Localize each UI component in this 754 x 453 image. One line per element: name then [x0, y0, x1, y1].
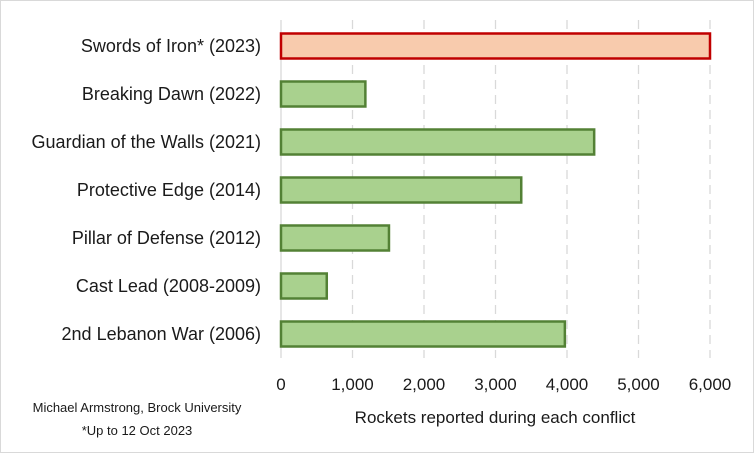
x-axis-title: Rockets reported during each conflict	[355, 408, 636, 427]
bar	[279, 176, 523, 204]
category-label: 2nd Lebanon War (2006)	[62, 324, 261, 344]
x-tick-labels: 0 1,000 2,000 3,000 4,000 5,000 6,000	[276, 375, 731, 394]
bar	[279, 32, 712, 60]
x-tick-label: 4,000	[546, 375, 589, 394]
bar	[279, 224, 391, 252]
category-label: Swords of Iron* (2023)	[81, 36, 261, 56]
category-label: Guardian of the Walls (2021)	[32, 132, 261, 152]
x-tick-label: 2,000	[403, 375, 446, 394]
x-tick-label: 6,000	[689, 375, 732, 394]
category-label: Pillar of Defense (2012)	[72, 228, 261, 248]
credit-text: Michael Armstrong, Brock University	[33, 400, 242, 415]
bar	[279, 128, 596, 156]
bars	[279, 32, 712, 348]
x-tick-label: 1,000	[331, 375, 374, 394]
bar	[279, 272, 329, 300]
footnote-text: *Up to 12 Oct 2023	[82, 423, 193, 438]
bar	[279, 80, 367, 108]
x-tick-label: 0	[276, 375, 285, 394]
category-label: Protective Edge (2014)	[77, 180, 261, 200]
x-tick-label: 3,000	[474, 375, 517, 394]
category-label: Breaking Dawn (2022)	[82, 84, 261, 104]
category-label: Cast Lead (2008-2009)	[76, 276, 261, 296]
bar	[279, 320, 567, 348]
x-tick-label: 5,000	[617, 375, 660, 394]
category-labels: Swords of Iron* (2023) Breaking Dawn (202…	[32, 36, 261, 344]
